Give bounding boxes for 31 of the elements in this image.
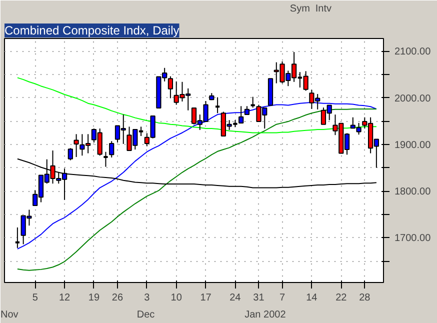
x-tick-label: 5 xyxy=(32,292,38,304)
x-tick-label: 24 xyxy=(230,292,242,304)
y-tick-label: 1700.00 xyxy=(394,233,432,244)
x-tick-label: 14 xyxy=(306,292,318,304)
line-series xyxy=(16,77,377,134)
y-tick-label: 1900.00 xyxy=(394,140,432,151)
text: Dec xyxy=(136,310,155,320)
x-tick-label: 22 xyxy=(336,292,348,304)
x-tick-label: 7 xyxy=(279,292,286,304)
x-tick-label: 19 xyxy=(88,292,100,304)
x-tick-label: 26 xyxy=(112,292,124,304)
candlestick xyxy=(168,76,174,99)
y-tick-label: 2100.00 xyxy=(394,46,432,58)
x-tick-label: 28 xyxy=(359,292,371,304)
x-tick-label: 17 xyxy=(200,292,212,304)
candlestick xyxy=(102,151,109,168)
y-tick-label: 1800.00 xyxy=(394,186,432,198)
candlestick xyxy=(109,140,114,158)
x-tick-label: 10 xyxy=(170,292,182,304)
text: Jan 2002 xyxy=(244,310,286,320)
x-tick-label: 31 xyxy=(253,292,265,304)
x-tick-label: 12 xyxy=(58,292,71,304)
candlestick xyxy=(250,96,256,108)
candlestick xyxy=(74,134,79,158)
y-tick-label: 2000.00 xyxy=(394,93,432,104)
x-tick-label: 3 xyxy=(144,292,150,304)
chart-title: Combined Composite Indx, Daily xyxy=(4,24,180,38)
candlestick xyxy=(68,148,73,161)
text: Nov xyxy=(0,310,18,320)
text: Intv xyxy=(315,4,332,14)
text: Sym xyxy=(290,4,310,14)
